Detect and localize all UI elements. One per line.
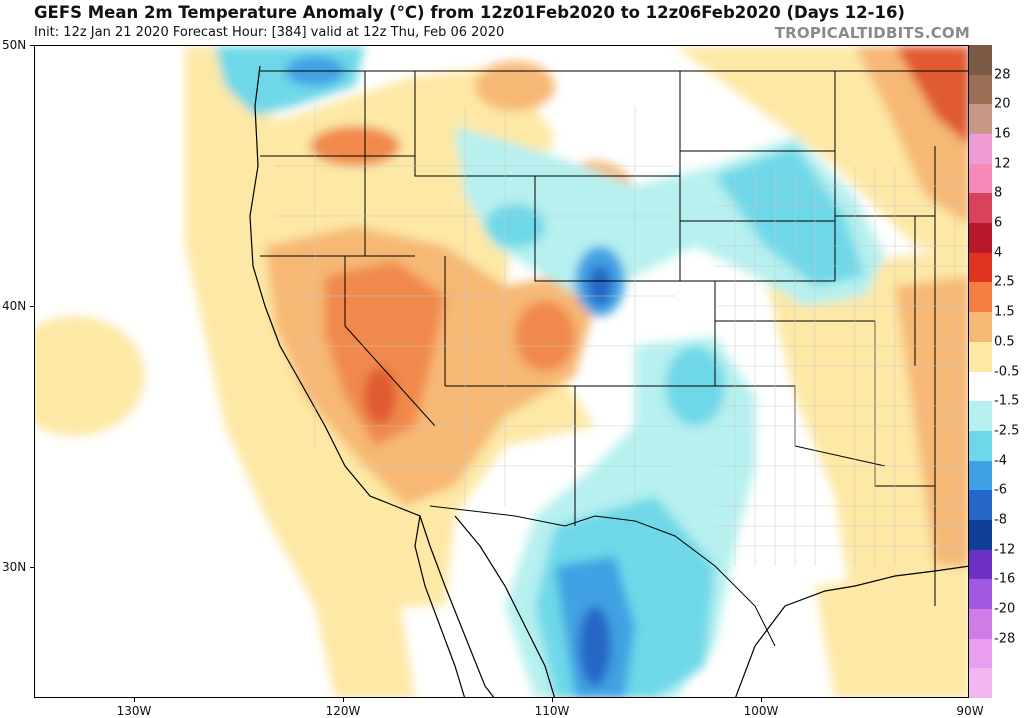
lat-tick <box>30 567 34 568</box>
colorbar-cell <box>969 312 992 343</box>
border-dakotas <box>679 71 836 281</box>
colorbar-cell <box>969 638 992 669</box>
colorbar-label: -6 <box>994 482 1007 498</box>
colorbar-cell <box>969 341 992 372</box>
lon-tick <box>134 698 135 702</box>
colorbar-cell <box>969 668 992 699</box>
pacific-warm-band <box>185 46 415 697</box>
colorbar-cell <box>969 490 992 521</box>
colorbar-label: 20 <box>994 96 1011 112</box>
colorbar-cell <box>969 460 992 491</box>
gulf-california-coast <box>454 515 556 697</box>
lon-label-90w: 90W <box>956 704 984 718</box>
colorbar-label: -16 <box>994 571 1016 587</box>
southeast-warm-mid <box>895 276 968 566</box>
colorbar-cell <box>969 252 992 283</box>
colorbar-cell <box>969 193 992 224</box>
lon-label-110w: 110W <box>534 704 570 718</box>
colorbar-cell <box>969 282 992 313</box>
lat-label-40n: 40N <box>2 299 27 313</box>
lon-tick <box>552 698 553 702</box>
lat-tick <box>30 45 34 46</box>
idaho-cool <box>485 204 545 248</box>
colorbar-label: 16 <box>994 126 1011 142</box>
border-ca-nv <box>344 256 436 427</box>
colorbar-cell <box>969 519 992 551</box>
nevada-hotspot <box>364 368 396 424</box>
nevada-warm-strong <box>325 261 445 446</box>
colorbar-label: -1.5 <box>994 393 1020 409</box>
mexico-cool-deep <box>579 606 611 686</box>
colorado-cool-deep <box>588 266 612 306</box>
lat-label-30n: 30N <box>2 560 27 574</box>
baja-coastline <box>414 515 466 697</box>
colorbar-cell <box>969 74 992 105</box>
colorbar-cell <box>969 401 992 432</box>
colorbar-label: 1.5 <box>994 304 1015 320</box>
colorbar-cell <box>969 163 992 194</box>
border-mn-ia <box>835 215 935 366</box>
colorbar-label: 12 <box>994 156 1011 172</box>
colorbar-label: 2.5 <box>994 274 1015 290</box>
colorbar-cell <box>969 579 992 610</box>
oregon-warm-strong <box>310 126 400 166</box>
colorbar-cell <box>969 104 992 135</box>
colorbar-label: -28 <box>994 631 1016 647</box>
lon-tick <box>343 698 344 702</box>
pacific-coastline <box>249 65 495 697</box>
colorbar-cell <box>969 45 992 76</box>
colorbar-label: -20 <box>994 601 1016 617</box>
colorbar-label: -12 <box>994 542 1016 558</box>
colorbar-label: -0.5 <box>994 364 1020 379</box>
dakota-cool-mid <box>715 146 865 286</box>
colorbar-label: 8 <box>994 185 1003 201</box>
lon-label-130w: 130W <box>116 704 152 718</box>
map-title: GEFS Mean 2m Temperature Anomaly (°C) fr… <box>34 3 905 22</box>
colorbar-cell <box>969 134 992 165</box>
colorbar-label: 0.5 <box>994 334 1015 350</box>
colorbar-cell <box>969 371 992 402</box>
brand-watermark: TROPICALTIDBITS.COM <box>774 24 970 42</box>
colorbar-cell <box>969 223 992 254</box>
colorbar-label: 28 <box>994 67 1011 83</box>
colorbar-cell <box>969 608 992 640</box>
coastlines <box>249 65 968 697</box>
montana-warm <box>475 61 555 111</box>
lon-label-120w: 120W <box>325 704 361 718</box>
anomaly-map-canvas <box>35 46 968 697</box>
colorbar-label: -8 <box>994 512 1007 528</box>
lat-tick <box>30 306 34 307</box>
colorbar-cell <box>969 549 992 580</box>
anomaly-map[interactable] <box>34 45 969 698</box>
lat-label-50n: 50N <box>2 38 27 52</box>
lon-tick <box>761 698 762 702</box>
colorbar-cell <box>969 430 992 462</box>
anomaly-field <box>35 46 968 697</box>
county-lines <box>275 106 968 566</box>
colorbar-label: -2.5 <box>994 423 1020 439</box>
utah-warm-strong <box>515 301 575 371</box>
colorbar <box>969 45 992 699</box>
colorbar-label: 6 <box>994 215 1003 231</box>
border-mexico <box>429 505 776 647</box>
colorbar-label: -4 <box>994 453 1007 469</box>
map-subtitle: Init: 12z Jan 21 2020 Forecast Hour: [38… <box>34 25 505 40</box>
border-mt <box>414 71 680 177</box>
colorbar-label: 4 <box>994 245 1003 261</box>
lon-label-100w: 100W <box>743 704 779 718</box>
pacific-warm-patch <box>35 316 145 436</box>
gulf-coastline <box>735 565 968 697</box>
